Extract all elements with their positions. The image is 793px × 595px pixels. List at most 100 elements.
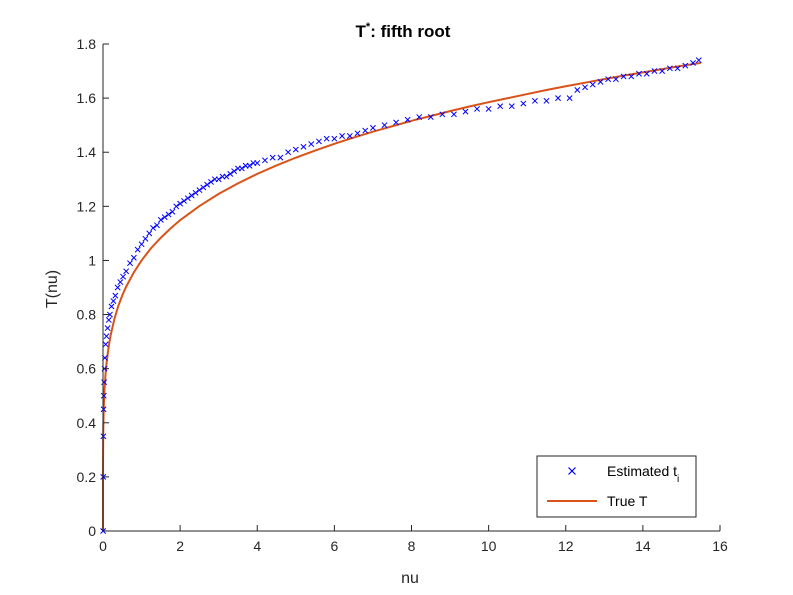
estimated-point <box>130 254 137 261</box>
estimated-point <box>543 97 550 104</box>
estimated-point <box>254 160 261 166</box>
legend-estimated-label: Estimated ti <box>607 463 679 485</box>
estimated-point <box>181 197 187 204</box>
estimated-point <box>393 119 400 126</box>
x-tick-label: 6 <box>330 538 338 554</box>
estimated-point <box>227 170 234 177</box>
true-t-layer <box>102 61 701 531</box>
estimated-point <box>690 59 696 66</box>
estimated-point <box>331 135 338 142</box>
estimated-point <box>142 235 149 242</box>
y-tick-label: 1.8 <box>77 36 97 52</box>
estimated-point <box>582 84 588 91</box>
estimated-point <box>231 168 238 175</box>
estimated-point <box>165 211 172 218</box>
estimated-points-layer <box>100 57 702 534</box>
x-tick-label: 16 <box>712 538 728 554</box>
estimated-point <box>300 143 307 150</box>
estimated-point <box>666 65 673 72</box>
estimated-point <box>112 292 119 299</box>
estimated-point <box>404 116 411 123</box>
estimated-point <box>531 97 538 104</box>
estimated-point <box>208 179 214 185</box>
x-tick-label: 8 <box>408 538 416 554</box>
estimated-point <box>643 70 650 77</box>
estimated-point <box>262 157 268 164</box>
estimated-point <box>184 195 191 202</box>
legend: Estimated ti True T <box>536 455 697 518</box>
estimated-point <box>188 192 195 199</box>
x-tick-label: 10 <box>481 538 497 554</box>
true-t-line <box>102 61 701 531</box>
y-tick-label: 0.4 <box>77 415 97 431</box>
estimated-point <box>215 176 222 183</box>
estimated-point <box>177 200 184 207</box>
estimated-point <box>103 333 110 340</box>
estimated-point <box>120 273 127 280</box>
estimated-point <box>508 103 515 110</box>
estimated-point <box>416 114 423 121</box>
estimated-point <box>192 189 199 196</box>
y-tick-label: 1.6 <box>77 90 97 106</box>
x-tick-label: 2 <box>176 538 184 554</box>
estimated-point <box>308 141 315 148</box>
legend-box <box>536 455 697 518</box>
y-axis-label: T(nu) <box>44 270 61 308</box>
y-tick-label: 1 <box>88 252 96 268</box>
estimated-point <box>246 162 253 169</box>
estimated-point <box>223 173 230 180</box>
x-tick-label: 12 <box>558 538 574 554</box>
estimated-point <box>105 317 112 323</box>
estimated-point <box>285 149 292 156</box>
estimated-point <box>520 100 527 107</box>
estimated-point <box>292 146 299 153</box>
estimated-point <box>439 111 446 118</box>
estimated-point <box>589 81 596 88</box>
estimated-point <box>204 181 211 188</box>
legend-estimated-marker <box>568 467 576 475</box>
title-suffix: : fifth root <box>370 22 451 41</box>
estimated-point <box>651 68 658 75</box>
x-tick-label: 14 <box>635 538 651 554</box>
plot-area: 0 2 4 6 8 10 12 14 16 0 0.2 0.4 0.6 0.8 1 1.2 1.4 1.6 1.8 <box>77 36 728 554</box>
estimated-point <box>497 103 504 110</box>
estimated-point <box>161 214 168 221</box>
x-tick-label: 4 <box>253 538 261 554</box>
estimated-point <box>146 230 153 237</box>
estimated-point <box>315 138 322 145</box>
x-axis-label: nu <box>401 570 419 587</box>
estimated-point <box>574 87 581 93</box>
y-tick-label: 0.8 <box>77 307 97 323</box>
estimated-point <box>628 73 635 80</box>
estimated-point <box>101 379 108 386</box>
estimated-point <box>682 62 689 69</box>
estimated-point <box>117 279 124 286</box>
estimated-point <box>157 216 164 223</box>
legend-true-label: True T <box>607 493 648 509</box>
y-tick-label: 0 <box>88 523 96 539</box>
estimated-point <box>110 298 117 304</box>
estimated-point <box>123 268 130 275</box>
estimated-point <box>381 122 388 129</box>
estimated-point <box>485 105 492 112</box>
estimated-point <box>138 241 145 248</box>
y-tick-label: 1.4 <box>77 144 97 160</box>
estimated-point <box>134 246 141 253</box>
estimated-point <box>127 260 133 267</box>
legend-estimated-name: Estimated t <box>607 463 677 479</box>
x-tick-label: 0 <box>99 538 107 554</box>
tick-labels: 0 2 4 6 8 10 12 14 16 0 0.2 0.4 0.6 0.8 1 1.2 1.4 1.6 1.8 <box>77 36 728 554</box>
estimated-point <box>450 111 457 118</box>
estimated-point <box>114 284 121 291</box>
estimated-point <box>100 392 107 399</box>
estimated-point <box>102 341 109 348</box>
estimated-point <box>695 57 702 64</box>
estimated-point <box>269 154 276 161</box>
estimated-point <box>106 311 113 318</box>
estimated-point <box>323 135 330 142</box>
estimated-point <box>597 78 604 85</box>
estimated-point <box>354 130 361 137</box>
estimated-point <box>108 303 115 310</box>
estimated-point <box>104 325 111 332</box>
